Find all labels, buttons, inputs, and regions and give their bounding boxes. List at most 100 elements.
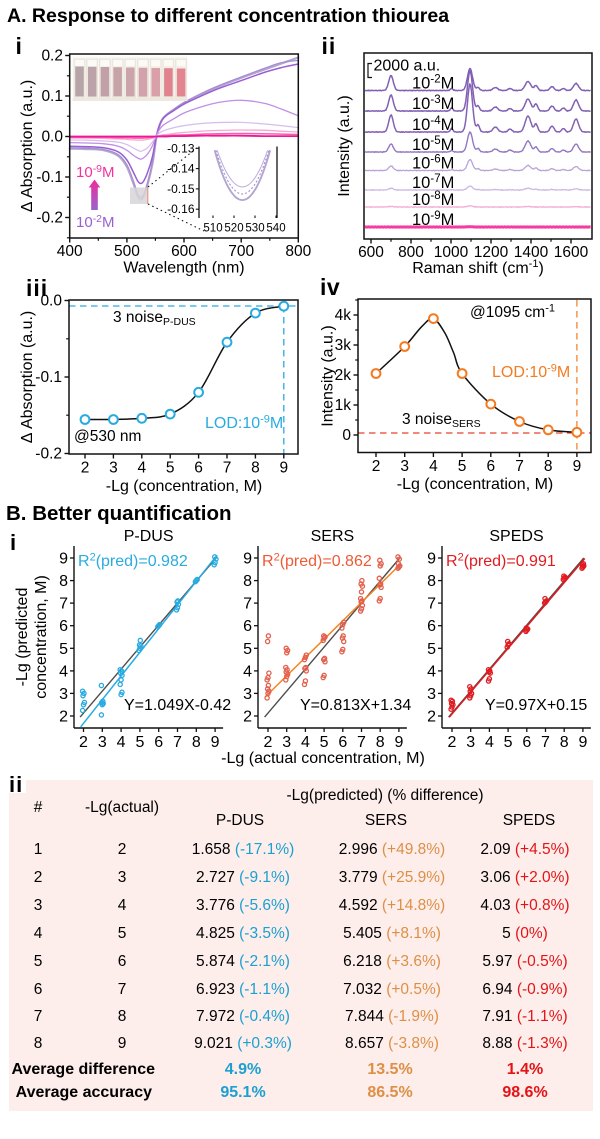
svg-text:10-9M: 10-9M <box>76 163 115 181</box>
svg-text:6: 6 <box>522 734 531 751</box>
svg-text:8: 8 <box>243 573 252 590</box>
svg-text:3: 3 <box>466 734 475 751</box>
svg-text:9.021 (+0.3%): 9.021 (+0.3%) <box>194 1035 292 1052</box>
svg-text:6: 6 <box>154 734 163 751</box>
svg-text:3: 3 <box>34 897 43 914</box>
svg-text:-Lg (concentration, M): -Lg (concentration, M) <box>397 476 554 493</box>
svg-text:4.592 (+14.8%): 4.592 (+14.8%) <box>339 897 445 914</box>
svg-text:-0.14: -0.14 <box>167 162 195 176</box>
svg-text:9: 9 <box>211 734 220 751</box>
svg-text:SERS: SERS <box>365 812 407 829</box>
svg-text:3.779 (+25.9%): 3.779 (+25.9%) <box>339 869 445 886</box>
svg-text:600: 600 <box>358 244 384 261</box>
svg-text:13.5%: 13.5% <box>367 1061 412 1078</box>
svg-text:9: 9 <box>427 551 436 568</box>
svg-text:1600: 1600 <box>554 244 589 261</box>
svg-text:7.91 (-1.1%): 7.91 (-1.1%) <box>482 1008 567 1025</box>
svg-text:6.218 (+3.6%): 6.218 (+3.6%) <box>343 953 441 970</box>
svg-text:-Lg (concentration, M): -Lg (concentration, M) <box>106 478 263 495</box>
svg-text:3: 3 <box>427 686 436 703</box>
svg-text:9: 9 <box>118 1035 127 1052</box>
svg-text:3: 3 <box>59 686 68 703</box>
svg-text:2: 2 <box>81 460 90 477</box>
svg-text:8: 8 <box>376 734 385 751</box>
svg-text:600: 600 <box>171 243 197 260</box>
svg-text:86.5%: 86.5% <box>367 1084 412 1101</box>
svg-text:6: 6 <box>34 981 43 998</box>
svg-text:4: 4 <box>485 734 494 751</box>
svg-text:LOD:10-9M: LOD:10-9M <box>205 414 283 433</box>
svg-text:5: 5 <box>458 458 467 475</box>
svg-text:800: 800 <box>285 243 311 260</box>
svg-text:7: 7 <box>223 460 232 477</box>
svg-text:7: 7 <box>59 596 68 613</box>
svg-text:2: 2 <box>34 869 43 886</box>
svg-text:2: 2 <box>118 841 127 858</box>
svg-text:8: 8 <box>192 734 201 751</box>
svg-text:7: 7 <box>173 734 182 751</box>
svg-text:-0.2: -0.2 <box>36 210 63 227</box>
svg-text:2: 2 <box>448 734 457 751</box>
svg-text:500: 500 <box>114 243 140 260</box>
svg-text:-0.13: -0.13 <box>167 141 195 155</box>
svg-text:SPEDS: SPEDS <box>503 812 556 829</box>
svg-text:R2(pred)=0.982: R2(pred)=0.982 <box>78 552 188 571</box>
svg-text:4.825 (-3.5%): 4.825 (-3.5%) <box>196 925 290 942</box>
svg-text:Y=0.97X+0.15: Y=0.97X+0.15 <box>485 697 587 714</box>
svg-text:6: 6 <box>243 618 252 635</box>
svg-text:LOD:10-9M: LOD:10-9M <box>492 363 570 382</box>
svg-text:0.0: 0.0 <box>40 293 62 310</box>
svg-text:Intensity (a.u.): Intensity (a.u.) <box>336 95 353 196</box>
svg-text:9: 9 <box>279 460 288 477</box>
svg-text:Wavelength (nm): Wavelength (nm) <box>123 260 244 277</box>
svg-text:4: 4 <box>118 897 127 914</box>
svg-text:Y=0.813X+1.34: Y=0.813X+1.34 <box>300 697 411 714</box>
svg-text:10-2M: 10-2M <box>76 213 115 231</box>
svg-text:3: 3 <box>282 734 291 751</box>
svg-text:Δ Absorption (a.u.): Δ Absorption (a.u.) <box>19 80 36 213</box>
svg-text:8: 8 <box>544 458 553 475</box>
svg-text:3.776 (-5.6%): 3.776 (-5.6%) <box>196 897 290 914</box>
svg-text:7: 7 <box>427 596 436 613</box>
svg-text:5: 5 <box>320 734 329 751</box>
svg-text:-Lg (predicted: -Lg (predicted <box>14 588 31 687</box>
svg-text:4: 4 <box>301 734 310 751</box>
svg-text:6: 6 <box>194 460 203 477</box>
svg-text:Δ Absorption (a.u.): Δ Absorption (a.u.) <box>19 311 36 444</box>
svg-text:1.4%: 1.4% <box>507 1061 543 1078</box>
svg-text:6: 6 <box>338 734 347 751</box>
svg-text:-0.15: -0.15 <box>167 182 195 196</box>
svg-text:8: 8 <box>251 460 260 477</box>
svg-text:5: 5 <box>427 641 436 658</box>
svg-text:iv: iv <box>320 274 340 300</box>
svg-text:5: 5 <box>34 953 43 970</box>
svg-text:10-7M: 10-7M <box>412 173 454 192</box>
svg-text:5: 5 <box>243 641 252 658</box>
svg-text:Y=1.049X-0.42: Y=1.049X-0.42 <box>124 697 231 714</box>
svg-text:510: 510 <box>203 223 222 235</box>
svg-text:4: 4 <box>34 925 43 942</box>
svg-text:6: 6 <box>427 618 436 635</box>
svg-text:Intensity (a.u.): Intensity (a.u.) <box>320 325 337 426</box>
svg-text:3.06 (+2.0%): 3.06 (+2.0%) <box>480 869 569 886</box>
svg-text:520: 520 <box>224 223 243 235</box>
svg-text:3: 3 <box>109 460 118 477</box>
svg-text:4: 4 <box>117 734 126 751</box>
svg-text:0: 0 <box>342 427 351 444</box>
svg-text:3: 3 <box>400 458 409 475</box>
svg-text:8: 8 <box>560 734 569 751</box>
svg-text:Raman shift (cm-1): Raman shift (cm-1) <box>412 258 544 277</box>
svg-text:#: # <box>34 799 43 816</box>
svg-text:98.6%: 98.6% <box>502 1084 547 1101</box>
svg-text:9: 9 <box>573 458 582 475</box>
svg-text:SERS: SERS <box>311 528 355 545</box>
svg-text:P-DUS: P-DUS <box>216 812 264 829</box>
svg-text:3: 3 <box>98 734 107 751</box>
svg-text:4: 4 <box>137 460 146 477</box>
svg-text:-Lg(predicted) (% difference): -Lg(predicted) (% difference) <box>287 787 484 804</box>
svg-text:B. Better quantification: B. Better quantification <box>6 502 232 525</box>
svg-text:2.09 (+4.5%): 2.09 (+4.5%) <box>480 841 569 858</box>
svg-text:9: 9 <box>243 551 252 568</box>
svg-text:3: 3 <box>118 869 127 886</box>
svg-text:1.658 (-17.1%): 1.658 (-17.1%) <box>192 841 295 858</box>
